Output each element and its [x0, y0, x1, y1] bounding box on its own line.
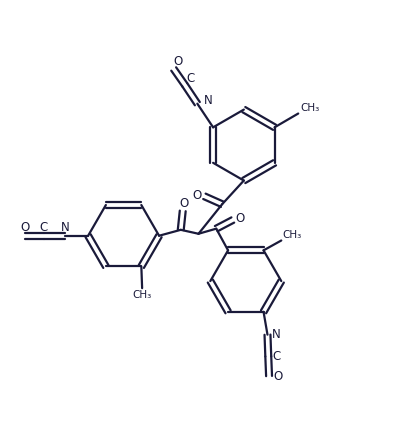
Text: CH₃: CH₃	[283, 230, 302, 239]
Text: N: N	[204, 94, 213, 107]
Text: CH₃: CH₃	[133, 290, 152, 300]
Text: O: O	[193, 189, 202, 202]
Text: CH₃: CH₃	[300, 102, 320, 112]
Text: C: C	[273, 350, 281, 363]
Text: C: C	[39, 221, 48, 234]
Text: O: O	[273, 370, 282, 382]
Text: N: N	[272, 328, 281, 341]
Text: C: C	[186, 72, 195, 85]
Text: O: O	[20, 221, 29, 234]
Text: N: N	[61, 221, 69, 234]
Text: O: O	[173, 55, 182, 68]
Text: O: O	[179, 198, 188, 210]
Text: O: O	[235, 212, 245, 225]
